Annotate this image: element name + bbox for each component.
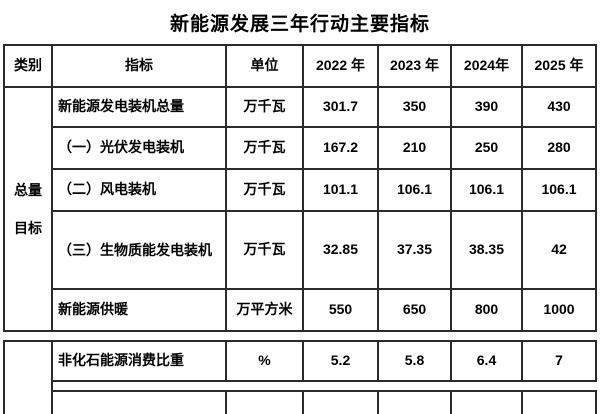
value-cell: 800 [452,290,523,332]
empty-cell [227,390,304,414]
category-group-line1: 总量 [14,182,42,198]
value-cell: 550 [304,290,379,332]
value-cell: 101.1 [304,170,379,212]
indicator-cell: 新能源供暖 [53,290,227,332]
indicator-cell: 非化石能源消费比重 [53,342,227,382]
secondary-indicators-table: 非化石能源消费比重 % 5.2 5.8 6.4 7 [3,340,597,382]
unit-cell: 万平方米 [227,290,304,332]
category-group-line2: 目标 [14,220,42,236]
value-cell: 301.7 [304,88,379,128]
empty-cell [523,390,597,414]
empty-cell [304,390,379,414]
value-cell: 1000 [523,290,597,332]
indicator-cell: （三）生物质能发电装机 [53,212,227,290]
value-cell: 106.1 [452,170,523,212]
value-cell: 280 [523,128,597,170]
unit-cell: 万千瓦 [227,88,304,128]
header-indicator: 指标 [53,46,227,88]
value-cell: 430 [523,88,597,128]
value-cell: 6.4 [452,342,523,382]
value-cell: 210 [379,128,452,170]
value-cell: 106.1 [523,170,597,212]
header-year-2024: 2024年 [452,46,523,88]
header-year-2022: 2022 年 [304,46,379,88]
value-cell: 350 [379,88,452,128]
header-category: 类别 [5,46,53,88]
category-cell-empty [5,342,53,382]
header-unit: 单位 [227,46,304,88]
value-cell: 37.35 [379,212,452,290]
empty-cell [452,390,523,414]
page: 新能源发展三年行动主要指标 类别 指标 单位 2022 年 2023 年 202… [3,14,597,414]
value-cell: 32.85 [304,212,379,290]
value-cell: 167.2 [304,128,379,170]
value-cell: 5.8 [379,342,452,382]
category-column-border-bridge [3,381,53,390]
category-cell-empty [5,390,53,414]
indicator-cell: （一）光伏发电装机 [53,128,227,170]
empty-cell [53,390,227,414]
header-year-2025: 2025 年 [523,46,597,88]
unit-cell: % [227,342,304,382]
unit-cell: 万千瓦 [227,170,304,212]
value-cell: 250 [452,128,523,170]
indicator-cell: 新能源发电装机总量 [53,88,227,128]
value-cell: 38.35 [452,212,523,290]
value-cell: 7 [523,342,597,382]
value-cell: 390 [452,88,523,128]
value-cell: 42 [523,212,597,290]
value-cell: 5.2 [304,342,379,382]
unit-cell: 万千瓦 [227,212,304,290]
value-cell: 650 [379,290,452,332]
empty-cell [379,390,452,414]
category-group-cell: 总量 目标 [5,88,53,332]
unit-cell: 万千瓦 [227,128,304,170]
page-title: 新能源发展三年行动主要指标 [169,14,430,35]
indicator-cell: （二）风电装机 [53,170,227,212]
header-year-2023: 2023 年 [379,46,452,88]
cutoff-table-row [3,390,597,414]
value-cell: 106.1 [379,170,452,212]
main-indicators-table: 类别 指标 单位 2022 年 2023 年 2024年 2025 年 总量 目… [3,44,597,332]
